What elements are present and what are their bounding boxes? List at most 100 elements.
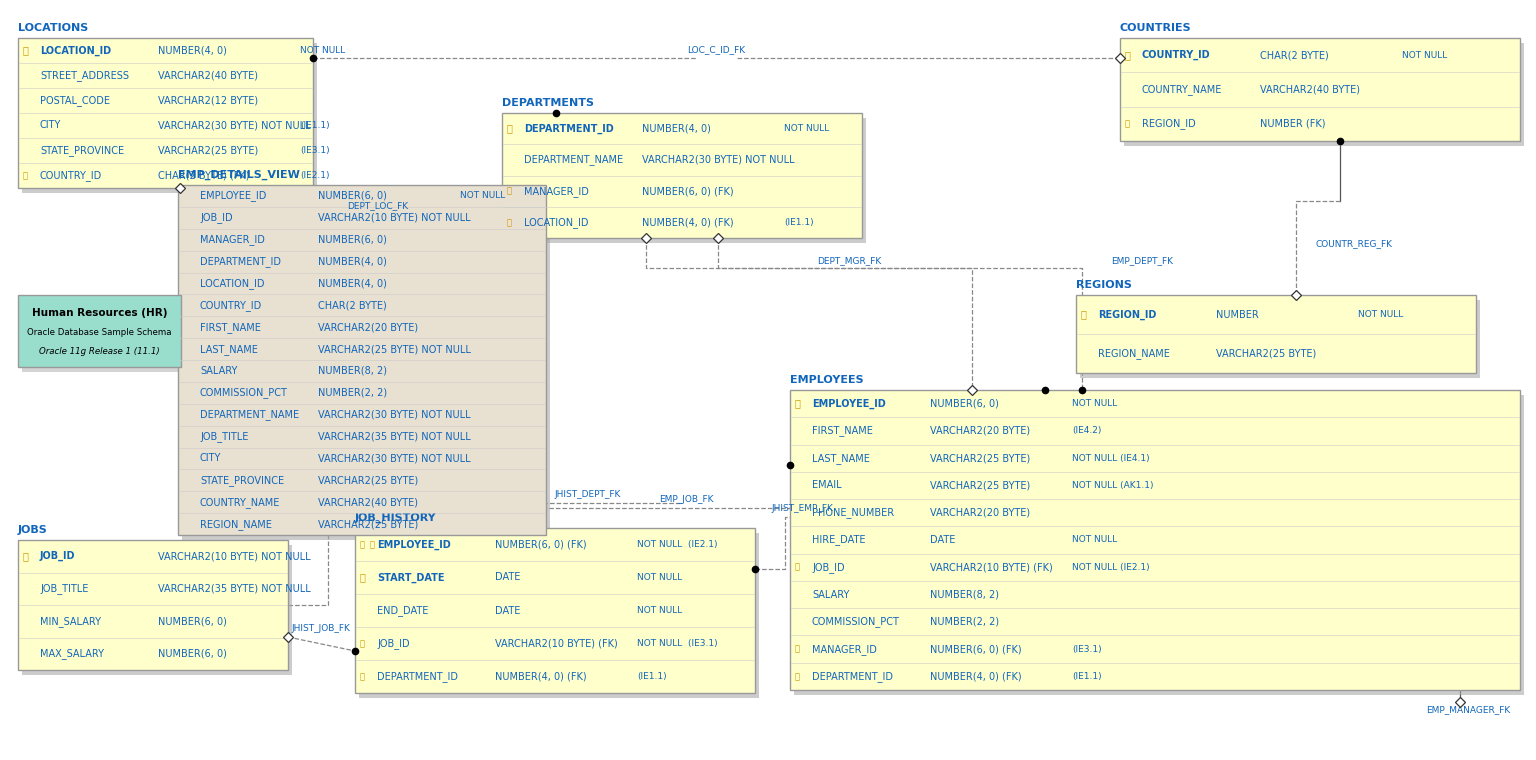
Text: COUNTRY_ID: COUNTRY_ID (200, 300, 263, 311)
Text: 🔒: 🔒 (359, 639, 366, 648)
Text: NUMBER(4, 0): NUMBER(4, 0) (318, 278, 387, 289)
Text: REGION_NAME: REGION_NAME (200, 518, 272, 530)
Text: FIRST_NAME: FIRST_NAME (200, 321, 261, 333)
FancyBboxPatch shape (790, 390, 1521, 690)
Text: VARCHAR2(35 BYTE) NOT NULL: VARCHAR2(35 BYTE) NOT NULL (158, 584, 310, 594)
FancyBboxPatch shape (359, 533, 759, 698)
Text: NUMBER(4, 0): NUMBER(4, 0) (318, 257, 387, 267)
Text: EMP_DEPT_FK: EMP_DEPT_FK (1111, 256, 1174, 265)
Text: REGION_NAME: REGION_NAME (1098, 348, 1170, 359)
FancyBboxPatch shape (502, 113, 862, 238)
Text: JOB_TITLE: JOB_TITLE (200, 431, 249, 442)
Text: EMP_DETAILS_VIEW: EMP_DETAILS_VIEW (178, 169, 300, 180)
Text: STATE_PROVINCE: STATE_PROVINCE (40, 145, 124, 156)
Text: DEPARTMENTS: DEPARTMENTS (502, 98, 594, 108)
Text: NOT NULL: NOT NULL (637, 606, 682, 615)
Text: DEPARTMENT_ID: DEPARTMENT_ID (813, 671, 892, 682)
Text: COUNTRY_NAME: COUNTRY_NAME (1141, 84, 1223, 95)
Text: NUMBER(6, 0) (FK): NUMBER(6, 0) (FK) (495, 540, 587, 549)
Text: 🔒: 🔒 (507, 187, 511, 195)
Text: EMP_MANAGER_FK: EMP_MANAGER_FK (1425, 705, 1510, 714)
Text: END_DATE: END_DATE (376, 605, 429, 616)
Text: (IE1.1): (IE1.1) (783, 218, 814, 227)
Text: EMPLOYEES: EMPLOYEES (790, 375, 863, 385)
Text: JOB_TITLE: JOB_TITLE (40, 583, 89, 594)
Text: 🔒: 🔒 (370, 540, 375, 549)
Text: COUNTRIES: COUNTRIES (1120, 23, 1192, 33)
Text: POSTAL_CODE: POSTAL_CODE (40, 95, 111, 106)
Text: FIRST_NAME: FIRST_NAME (813, 426, 872, 436)
Text: VARCHAR2(20 BYTE): VARCHAR2(20 BYTE) (318, 322, 418, 332)
FancyBboxPatch shape (1124, 43, 1524, 146)
Text: NUMBER(4, 0): NUMBER(4, 0) (642, 124, 711, 134)
Text: REGIONS: REGIONS (1077, 280, 1132, 290)
Text: LOCATION_ID: LOCATION_ID (40, 46, 111, 55)
FancyBboxPatch shape (22, 300, 184, 372)
Text: JOB_ID: JOB_ID (813, 562, 845, 573)
Text: NUMBER(2, 2): NUMBER(2, 2) (318, 388, 387, 397)
Text: VARCHAR2(25 BYTE): VARCHAR2(25 BYTE) (1217, 349, 1316, 359)
FancyBboxPatch shape (1077, 295, 1476, 373)
Text: NOT NULL  (IE3.1): NOT NULL (IE3.1) (637, 639, 717, 648)
Text: DEPARTMENT_NAME: DEPARTMENT_NAME (524, 154, 624, 166)
Text: DEPT_LOC_FK: DEPT_LOC_FK (347, 201, 409, 210)
Text: EMAIL: EMAIL (813, 480, 842, 490)
Text: ⚿: ⚿ (507, 124, 513, 134)
Text: DEPARTMENT_ID: DEPARTMENT_ID (376, 671, 458, 682)
Text: NOT NULL: NOT NULL (1072, 399, 1117, 408)
Text: CHAR(2 BYTE) (FK): CHAR(2 BYTE) (FK) (158, 170, 249, 181)
Text: HIRE_DATE: HIRE_DATE (813, 534, 865, 546)
Text: NOT NULL: NOT NULL (300, 46, 346, 55)
Text: CITY: CITY (200, 454, 221, 464)
Text: VARCHAR2(10 BYTE) (FK): VARCHAR2(10 BYTE) (FK) (495, 638, 617, 648)
Text: VARCHAR2(10 BYTE) NOT NULL: VARCHAR2(10 BYTE) NOT NULL (318, 213, 470, 223)
Text: MANAGER_ID: MANAGER_ID (524, 185, 588, 197)
Text: NUMBER(6, 0): NUMBER(6, 0) (158, 616, 227, 626)
Text: EMPLOYEE_ID: EMPLOYEE_ID (200, 191, 266, 201)
Text: NUMBER(4, 0) (FK): NUMBER(4, 0) (FK) (642, 217, 734, 227)
Text: LAST_NAME: LAST_NAME (200, 344, 258, 354)
Text: NOT NULL (AK1.1): NOT NULL (AK1.1) (1072, 481, 1154, 490)
Text: CHAR(2 BYTE): CHAR(2 BYTE) (1260, 50, 1329, 60)
Text: EMPLOYEE_ID: EMPLOYEE_ID (376, 540, 450, 549)
Text: NUMBER(4, 0) (FK): NUMBER(4, 0) (FK) (929, 671, 1021, 682)
Text: NUMBER(2, 2): NUMBER(2, 2) (929, 617, 998, 627)
Text: NUMBER(6, 0): NUMBER(6, 0) (318, 191, 387, 201)
Text: COUNTR_REG_FK: COUNTR_REG_FK (1316, 239, 1393, 248)
Text: Oracle Database Sample Schema: Oracle Database Sample Schema (28, 328, 172, 337)
Text: 🔒: 🔒 (1124, 119, 1130, 128)
Text: (IE1.1): (IE1.1) (1072, 672, 1101, 681)
Text: REGION_ID: REGION_ID (1141, 119, 1195, 129)
Text: CITY: CITY (40, 121, 61, 131)
Text: DEPARTMENT_NAME: DEPARTMENT_NAME (200, 409, 300, 420)
Text: REGION_ID: REGION_ID (1098, 309, 1157, 320)
Text: VARCHAR2(25 BYTE): VARCHAR2(25 BYTE) (929, 453, 1031, 463)
Text: JOB_ID: JOB_ID (200, 212, 232, 223)
Text: ⚿: ⚿ (359, 540, 366, 549)
Text: (IE2.1): (IE2.1) (300, 171, 330, 180)
Text: EMPLOYEE_ID: EMPLOYEE_ID (813, 398, 886, 409)
Text: LAST_NAME: LAST_NAME (813, 453, 869, 464)
Text: SALARY: SALARY (200, 366, 238, 376)
Text: 🔒: 🔒 (796, 644, 800, 654)
Text: (IE3.1): (IE3.1) (300, 146, 330, 155)
Text: LOCATION_ID: LOCATION_ID (200, 278, 264, 289)
Text: NOT NULL: NOT NULL (783, 124, 829, 133)
Text: (IE3.1): (IE3.1) (1072, 644, 1101, 654)
Text: START_DATE: START_DATE (376, 572, 444, 583)
Text: VARCHAR2(12 BYTE): VARCHAR2(12 BYTE) (158, 96, 258, 106)
Text: ⚿: ⚿ (1124, 50, 1130, 60)
Text: COUNTRY_NAME: COUNTRY_NAME (200, 497, 281, 508)
Text: VARCHAR2(40 BYTE): VARCHAR2(40 BYTE) (1260, 84, 1359, 94)
Text: COMMISSION_PCT: COMMISSION_PCT (813, 616, 900, 627)
FancyBboxPatch shape (1120, 38, 1521, 141)
Text: VARCHAR2(35 BYTE) NOT NULL: VARCHAR2(35 BYTE) NOT NULL (318, 432, 470, 442)
Text: NOT NULL: NOT NULL (1402, 51, 1447, 60)
FancyBboxPatch shape (178, 185, 545, 535)
Text: COUNTRY_ID: COUNTRY_ID (1141, 50, 1210, 60)
Text: VARCHAR2(25 BYTE): VARCHAR2(25 BYTE) (318, 475, 418, 486)
Text: 🔒: 🔒 (796, 562, 800, 572)
Text: NUMBER(4, 0) (FK): NUMBER(4, 0) (FK) (495, 672, 587, 682)
FancyBboxPatch shape (22, 43, 316, 193)
Text: DATE: DATE (495, 572, 521, 582)
